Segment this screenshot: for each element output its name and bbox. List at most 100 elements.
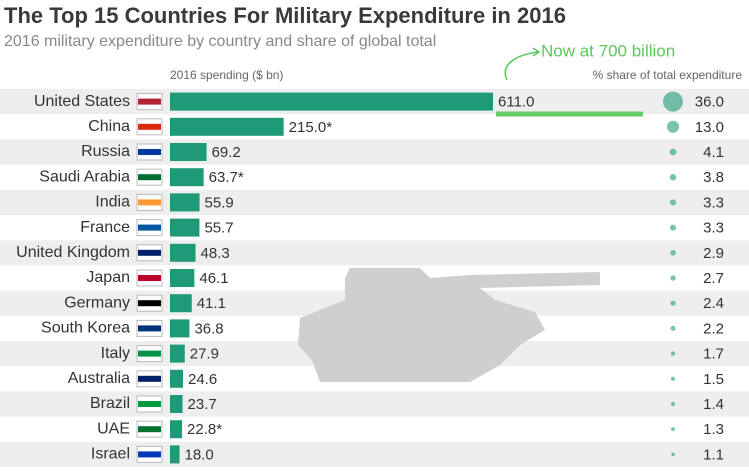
flag-stripe	[138, 325, 161, 332]
row-background	[0, 441, 749, 467]
share-circle	[669, 148, 677, 156]
category-label: United States	[34, 93, 130, 110]
share-circle	[671, 402, 675, 406]
flag-stripe	[138, 401, 161, 407]
value-label: 69.2	[212, 144, 241, 161]
value-label: 24.6	[188, 371, 217, 388]
category-label: Russia	[81, 143, 130, 160]
category-label: Saudi Arabia	[39, 168, 130, 185]
share-label: 1.4	[703, 396, 724, 413]
bar	[170, 420, 183, 439]
value-label: 18.0	[185, 446, 214, 463]
flag-stripe	[138, 149, 161, 155]
flag-stripe	[138, 426, 161, 433]
flag-stripe	[138, 123, 161, 130]
bar	[170, 143, 207, 161]
flag-stripe	[138, 224, 161, 231]
bar	[170, 445, 180, 464]
share-circle	[670, 275, 676, 281]
flag-stripe	[138, 98, 161, 105]
flag-stripe	[138, 249, 161, 256]
row-background	[0, 391, 749, 417]
flag-stripe	[138, 174, 161, 181]
share-circle	[670, 325, 676, 331]
value-label: 22.8*	[187, 421, 222, 438]
share-label: 13.0	[695, 119, 724, 136]
bar	[170, 193, 200, 212]
share-label: 1.3	[703, 421, 724, 438]
share-label: 1.5	[703, 371, 724, 388]
flag-stripe	[138, 300, 161, 307]
share-circle	[671, 427, 675, 432]
share-label: 3.8	[703, 169, 724, 186]
value-label: 48.3	[201, 245, 230, 262]
value-label: 611.0	[498, 94, 534, 111]
share-label: 2.4	[703, 295, 724, 312]
annotation-arrow	[504, 51, 539, 81]
share-circle	[669, 199, 677, 206]
bar	[170, 269, 195, 287]
value-label: 36.8	[194, 320, 223, 337]
bar	[170, 117, 284, 136]
share-label: 1.1	[703, 446, 724, 463]
value-label: 55.7	[204, 220, 233, 237]
share-label: 3.3	[703, 194, 724, 211]
category-label: China	[88, 118, 130, 135]
category-label: Germany	[64, 294, 130, 311]
bar	[170, 218, 200, 237]
bar	[170, 395, 183, 413]
share-label: 36.0	[695, 94, 724, 111]
share-circle	[670, 351, 676, 356]
category-label: India	[95, 194, 130, 211]
category-label: France	[80, 219, 130, 236]
bar	[170, 369, 184, 388]
tank-silhouette	[298, 268, 600, 382]
category-label: Brazil	[90, 395, 130, 412]
value-label: 41.1	[197, 295, 226, 312]
value-label: 23.7	[188, 396, 217, 413]
value-label: 63.7*	[209, 169, 244, 186]
flag-stripe	[138, 275, 161, 281]
bar	[170, 92, 493, 111]
share-circle	[670, 249, 676, 256]
bar	[170, 243, 196, 262]
bar	[170, 319, 190, 338]
flag-stripe	[138, 199, 161, 206]
chart-title: The Top 15 Countries For Military Expend…	[4, 3, 566, 28]
category-label: Japan	[86, 269, 130, 286]
value-label: 46.1	[199, 270, 228, 287]
share-circle	[670, 300, 676, 306]
bar	[170, 344, 185, 363]
value-label: 27.9	[190, 346, 219, 363]
share-circle	[671, 452, 675, 457]
annotation: Now at 700 billion	[541, 41, 675, 60]
row-background	[0, 240, 749, 266]
row-background	[0, 139, 749, 165]
bar	[170, 168, 204, 187]
share-label: 4.1	[703, 144, 724, 161]
category-label: Italy	[101, 345, 130, 362]
category-label: UAE	[97, 420, 130, 437]
value-label: 215.0*	[289, 119, 333, 136]
flag-stripe	[138, 451, 161, 458]
flag-stripe	[138, 375, 161, 382]
chart-subtitle: 2016 military expenditure by country and…	[4, 33, 436, 50]
annotation-arrowhead	[532, 47, 541, 57]
share-circle	[669, 224, 677, 231]
category-label: Israel	[91, 446, 130, 463]
flag-stripe	[138, 350, 161, 357]
share-label: 2.7	[703, 270, 724, 287]
bar	[170, 294, 192, 313]
share-circle	[663, 91, 683, 112]
share-label: 3.3	[703, 220, 724, 237]
share-label: 1.7	[703, 346, 724, 363]
category-label: United Kingdom	[16, 244, 130, 261]
category-label: Australia	[68, 370, 130, 387]
spending-header: 2016 spending ($ bn)	[170, 68, 283, 82]
share-circle	[669, 173, 677, 181]
value-label: 55.9	[205, 194, 234, 211]
row-background	[0, 189, 749, 215]
share-circle	[666, 120, 680, 133]
